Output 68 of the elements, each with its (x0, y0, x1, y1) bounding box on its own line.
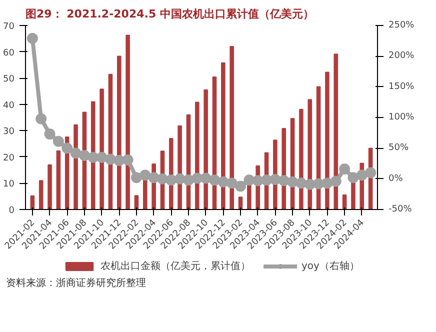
point (96, 152, 108, 163)
point (52, 136, 64, 147)
point (261, 174, 272, 186)
y2-tick-label: 150% (388, 82, 415, 92)
y-tick-label: 10 (3, 180, 15, 190)
bar (308, 99, 312, 210)
point (26, 32, 38, 44)
bar (230, 46, 234, 210)
bar (38, 180, 44, 210)
y-tick-label: 0 (8, 206, 15, 216)
y-tick-label: 60 (3, 48, 15, 58)
bar (204, 89, 208, 210)
y-tick-label: 50 (3, 74, 15, 85)
y2-tick-label: -50% (388, 204, 412, 214)
point (218, 176, 229, 188)
y-tick-label: 30 (3, 127, 15, 138)
point (330, 176, 342, 187)
y-tick-label: 20 (3, 153, 15, 164)
text: 资料来源：浙商证券研究所整理 (6, 277, 146, 291)
point (140, 170, 151, 181)
point (200, 172, 212, 184)
point (322, 178, 333, 189)
point (166, 174, 177, 186)
bar (48, 164, 52, 210)
point (365, 167, 376, 178)
point (174, 173, 186, 184)
point (235, 180, 246, 192)
point (70, 148, 82, 159)
point (244, 174, 255, 186)
bar (100, 88, 104, 210)
point (278, 175, 290, 186)
bar (221, 62, 226, 210)
bar (116, 56, 122, 210)
legend-label: 农机出口金额（亿美元，累计值） (100, 260, 251, 273)
point (156, 173, 168, 184)
y2-tick-label: 50% (388, 143, 409, 154)
point (356, 170, 368, 181)
point (270, 174, 281, 185)
point (348, 172, 359, 184)
point (287, 176, 298, 188)
legend-label: yoy（右轴） (302, 260, 360, 273)
point (148, 172, 160, 184)
bar (334, 54, 338, 210)
bar (325, 72, 330, 210)
y-tick-label: 70 (3, 22, 15, 32)
point (88, 152, 99, 163)
y2-tick-label: 250% (388, 20, 415, 30)
y2-tick-label: 200% (388, 51, 415, 62)
point (122, 154, 134, 166)
chart-title: 图29： 2021.2-2024.5 中国农机出口累计值（亿美元） (26, 8, 314, 20)
point (44, 128, 56, 140)
point (182, 174, 194, 186)
y2-tick-label: 100% (388, 112, 415, 122)
point (130, 172, 142, 184)
point (62, 142, 73, 154)
point (226, 178, 238, 189)
y2-tick-label: 0% (388, 174, 404, 184)
bar (90, 101, 96, 210)
bar (126, 34, 130, 210)
point (36, 113, 47, 124)
point (78, 150, 90, 162)
point (209, 174, 220, 186)
point (339, 164, 350, 175)
point (114, 154, 125, 166)
point (296, 178, 307, 189)
y-tick-label: 40 (3, 100, 15, 111)
bar (195, 102, 200, 210)
bar (56, 150, 61, 210)
